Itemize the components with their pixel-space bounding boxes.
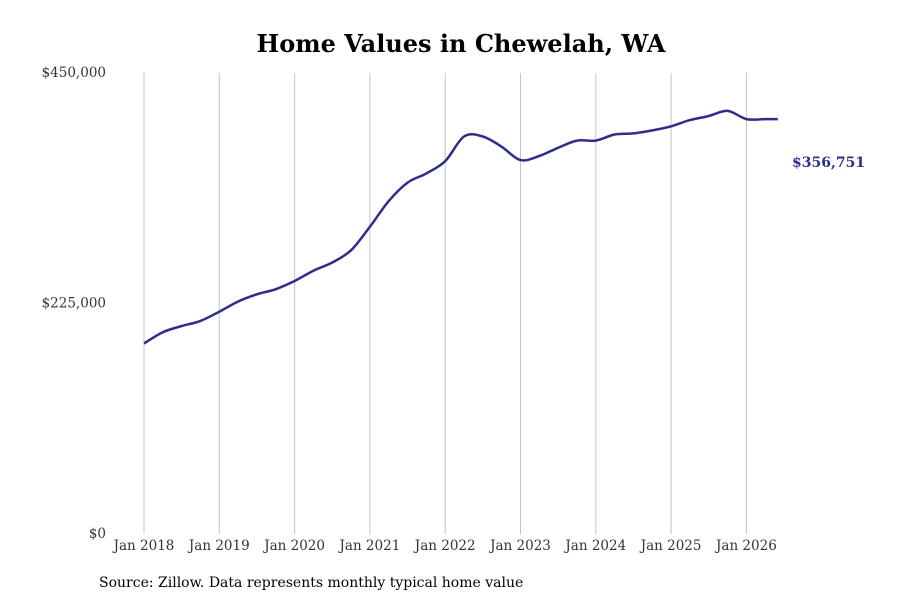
x-tick-label: Jan 2018: [112, 538, 175, 554]
source-note: Source: Zillow. Data represents monthly …: [99, 575, 523, 591]
x-tick-label: Jan 2022: [413, 538, 476, 554]
x-tick-label: Jan 2026: [714, 538, 777, 554]
x-tick-label: Jan 2021: [337, 538, 400, 554]
y-axis-tick-labels: $0 $225,000 $450,000: [42, 65, 106, 542]
x-tick-label: Jan 2024: [563, 538, 626, 554]
chart-title: Home Values in Chewelah, WA: [257, 29, 666, 58]
x-tick-label: Jan 2023: [488, 538, 551, 554]
end-value-label: $356,751: [792, 155, 865, 171]
x-tick-label: Jan 2025: [639, 538, 702, 554]
y-tick-label: $225,000: [42, 296, 106, 312]
gridlines: [143, 73, 747, 534]
x-tick-label: Jan 2019: [187, 538, 250, 554]
y-tick-label: $450,000: [42, 65, 106, 81]
series-line: [143, 109, 778, 345]
x-axis-tick-labels: Jan 2018 Jan 2019 Jan 2020 Jan 2021 Jan 2022…: [112, 538, 777, 554]
y-tick-label: $0: [89, 526, 106, 542]
x-tick-label: Jan 2020: [262, 538, 325, 554]
series-layer: [143, 109, 778, 345]
